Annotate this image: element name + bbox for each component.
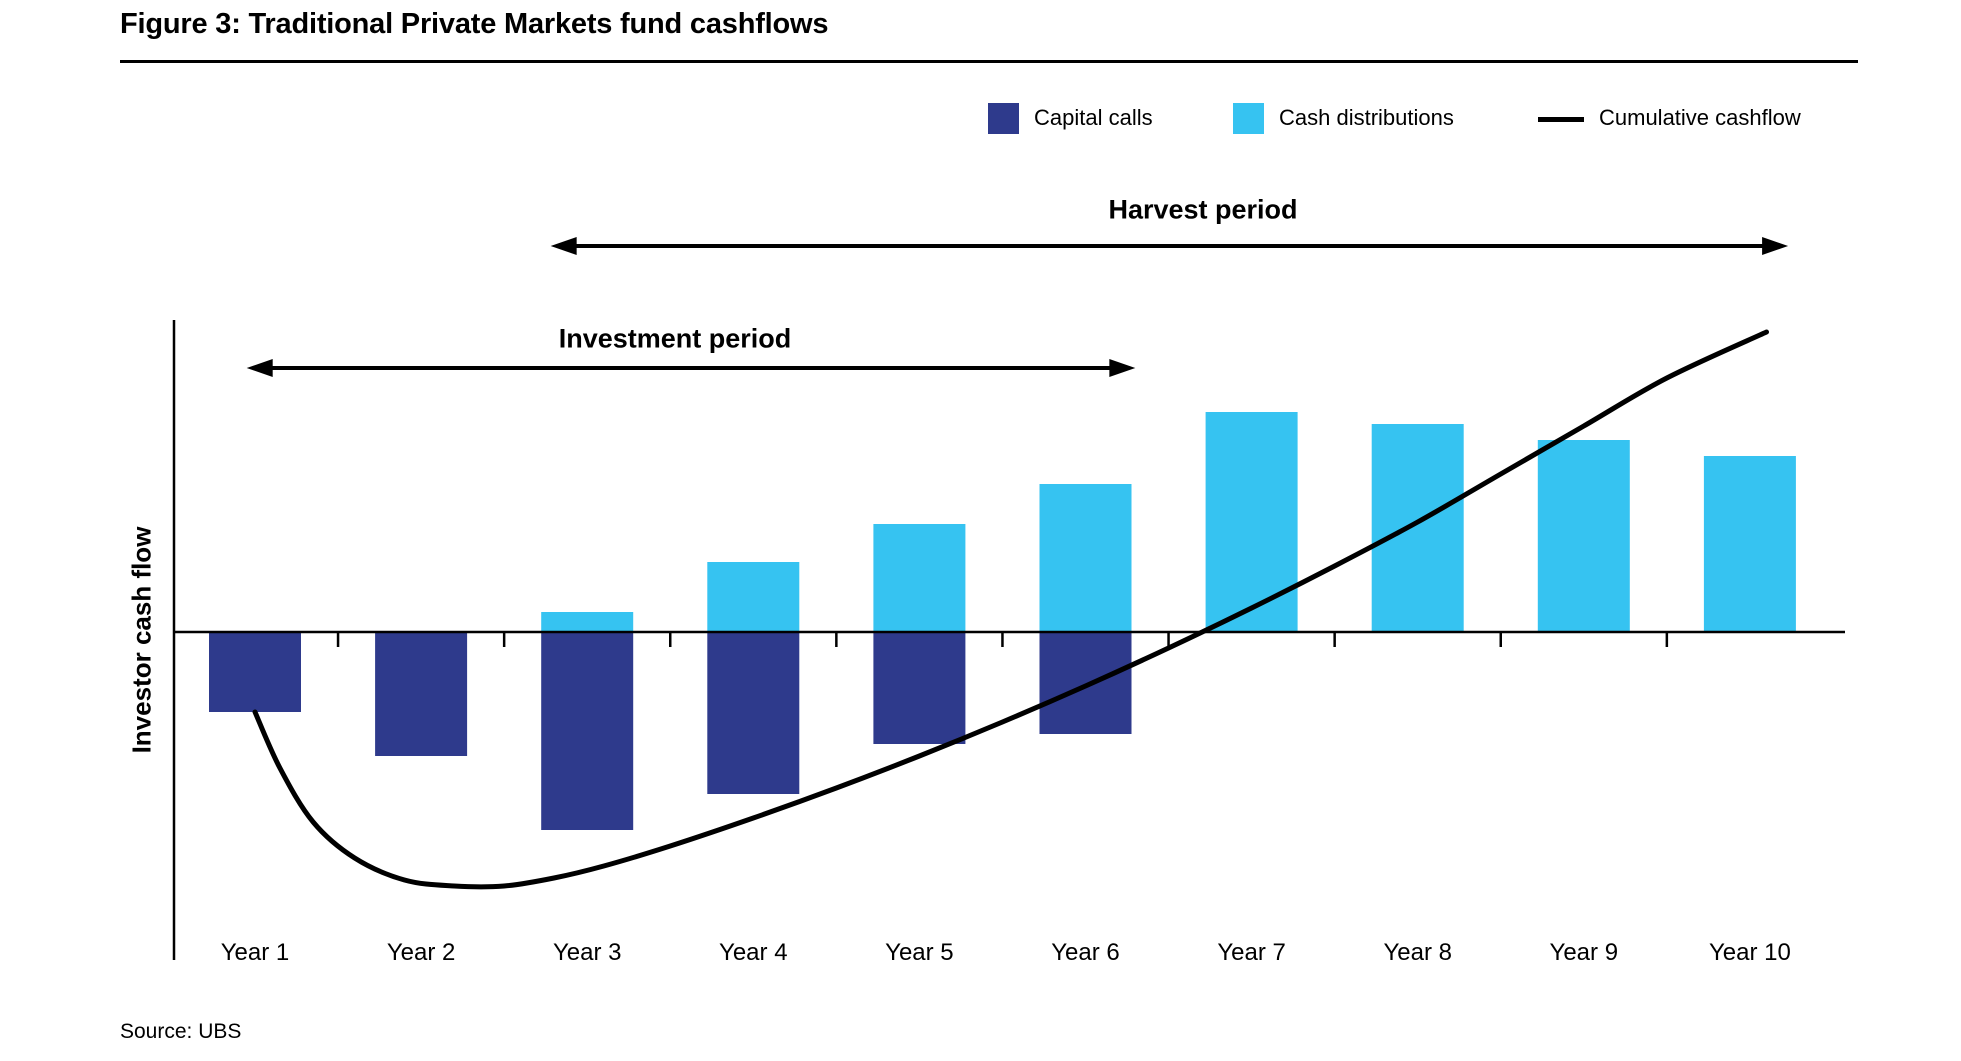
distribution-bar	[707, 562, 800, 632]
x-axis-label: Year 4	[719, 939, 788, 966]
capital-call-bar	[541, 632, 634, 830]
capital-call-bar	[1039, 632, 1132, 734]
distribution-bar	[541, 612, 634, 632]
x-axis-label: Year 5	[885, 939, 954, 966]
legend-label: Capital calls	[1034, 105, 1153, 130]
legend-label: Cash distributions	[1279, 105, 1454, 130]
capital-call-bar	[209, 632, 301, 712]
capital-calls-swatch	[988, 102, 1019, 134]
investment-period-arrow-left-head	[246, 359, 273, 377]
x-axis-label: Year 1	[221, 939, 290, 966]
harvest-period-arrow-left-head	[550, 237, 577, 255]
x-axis-label: Year 9	[1550, 939, 1619, 966]
figure-title: Figure 3: Traditional Private Markets fu…	[120, 8, 829, 40]
distribution-bar	[1537, 440, 1630, 632]
distribution-bar	[873, 524, 966, 632]
x-axis-label: Year 8	[1383, 939, 1452, 966]
distribution-bar	[1205, 412, 1298, 632]
legend-item-cumulative-cashflow: Cumulative cashflow	[1538, 101, 1801, 135]
x-axis-label: Year 10	[1709, 939, 1791, 966]
source-note: Source: UBS	[120, 1020, 242, 1043]
distribution-bar	[1039, 484, 1132, 632]
harvest-period-label: Harvest period	[1108, 194, 1298, 225]
investment-period-arrow-right-head	[1109, 359, 1136, 377]
harvest-period-arrow-right-head	[1762, 237, 1789, 255]
x-axis-label: Year 3	[553, 939, 622, 966]
cash-distributions-swatch	[1233, 102, 1264, 134]
distribution-bar	[1703, 456, 1796, 632]
x-axis-label: Year 7	[1217, 939, 1286, 966]
distribution-bar	[1371, 424, 1464, 632]
cumulative-cashflow-line-swatch	[1538, 116, 1584, 122]
legend-item-cash-distributions: Cash distributions	[1233, 101, 1454, 135]
capital-call-bar	[375, 632, 468, 756]
capital-call-bar	[707, 632, 800, 794]
title-divider	[120, 60, 1858, 63]
x-axis-label: Year 6	[1051, 939, 1120, 966]
cumulative-cashflow-line	[252, 329, 1770, 890]
capital-call-bar	[873, 632, 966, 744]
investment-period-label: Investment period	[558, 323, 792, 354]
legend-label: Cumulative cashflow	[1599, 105, 1801, 130]
x-axis-label: Year 2	[387, 939, 456, 966]
legend-item-capital-calls: Capital calls	[988, 101, 1153, 135]
